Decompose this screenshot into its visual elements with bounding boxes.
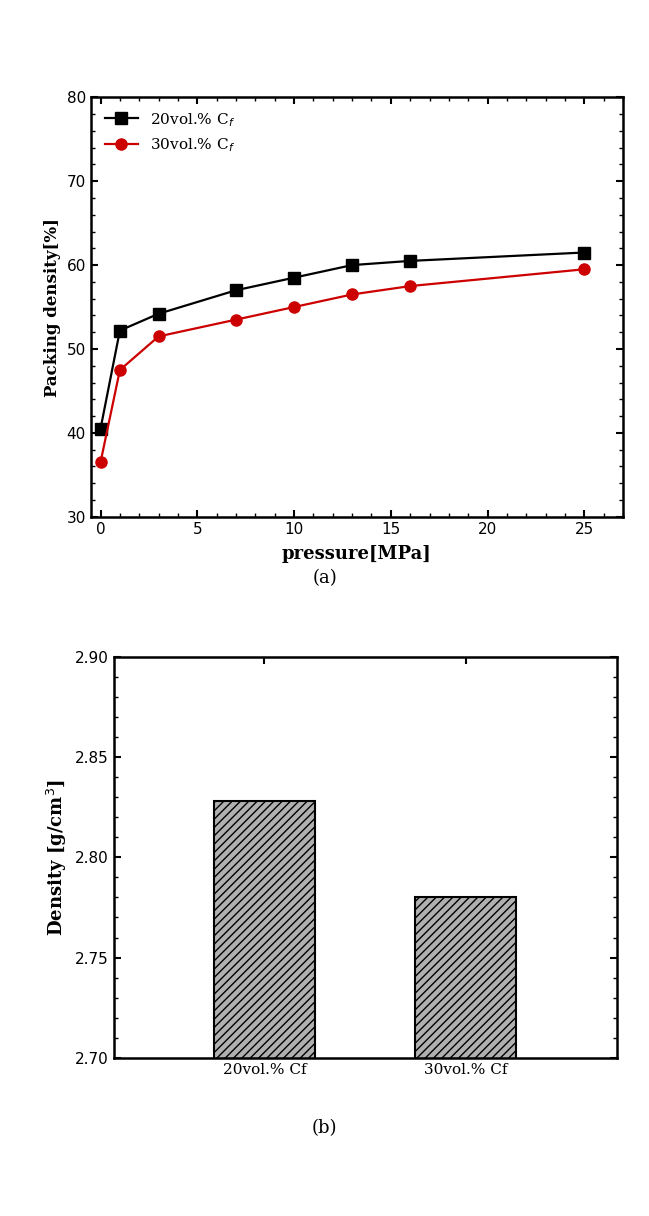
30vol.% C$_f$ bbox=[349, 287, 356, 302]
20vol.% C$_f$ bbox=[406, 254, 414, 269]
20vol.% C$_f$ bbox=[154, 306, 162, 321]
30vol.% C$_f$ bbox=[406, 278, 414, 293]
X-axis label: pressure[MPa]: pressure[MPa] bbox=[282, 545, 432, 563]
30vol.% C$_f$ bbox=[580, 261, 588, 276]
Line: 30vol.% C$_f$: 30vol.% C$_f$ bbox=[95, 264, 590, 468]
30vol.% C$_f$ bbox=[232, 313, 240, 327]
Y-axis label: Packing density[%]: Packing density[%] bbox=[44, 218, 61, 396]
30vol.% C$_f$ bbox=[97, 455, 104, 469]
20vol.% C$_f$ bbox=[290, 270, 298, 285]
30vol.% C$_f$ bbox=[116, 362, 124, 377]
Y-axis label: Density [g/cm$^3$]: Density [g/cm$^3$] bbox=[45, 779, 69, 935]
Text: (b): (b) bbox=[312, 1120, 337, 1137]
20vol.% C$_f$ bbox=[232, 283, 240, 298]
30vol.% C$_f$ bbox=[290, 300, 298, 315]
Bar bbox=[415, 897, 516, 1216]
20vol.% C$_f$ bbox=[349, 258, 356, 272]
20vol.% C$_f$ bbox=[116, 323, 124, 338]
Text: (a): (a) bbox=[312, 569, 337, 586]
Legend: 20vol.% C$_f$, 30vol.% C$_f$: 20vol.% C$_f$, 30vol.% C$_f$ bbox=[99, 105, 241, 161]
20vol.% C$_f$ bbox=[97, 422, 104, 437]
Bar bbox=[214, 801, 315, 1216]
Line: 20vol.% C$_f$: 20vol.% C$_f$ bbox=[95, 247, 590, 434]
20vol.% C$_f$ bbox=[580, 246, 588, 260]
30vol.% C$_f$ bbox=[154, 330, 162, 344]
